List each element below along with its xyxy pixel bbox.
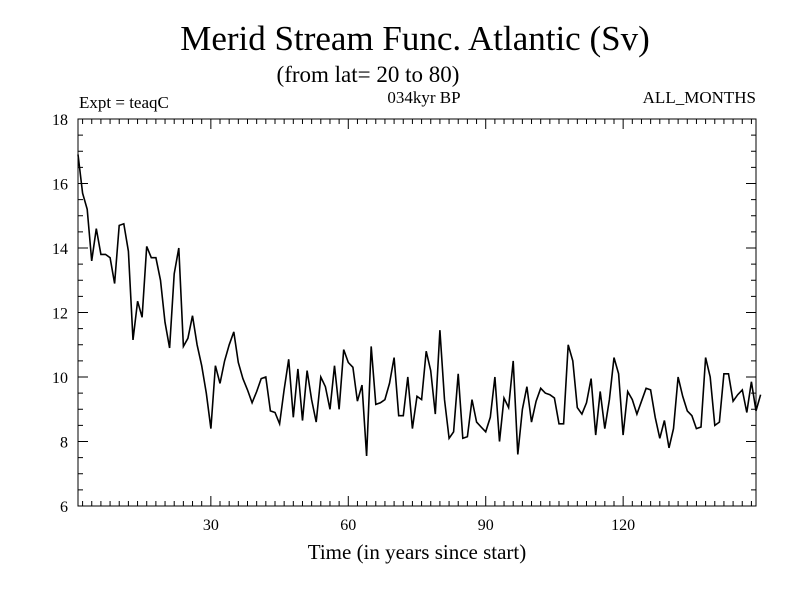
chart-subtitle: (from lat= 20 to 80) — [277, 62, 460, 87]
y-tick-label: 10 — [52, 370, 68, 387]
experiment-label: Expt = teaqC — [79, 93, 169, 112]
y-tick-label: 14 — [52, 241, 68, 258]
y-tick-label: 12 — [52, 306, 68, 323]
plot-frame — [77, 118, 757, 507]
axis-ticks — [78, 119, 756, 506]
months-label: ALL_MONTHS — [643, 88, 756, 107]
period-label: 034kyr BP — [387, 88, 460, 107]
y-tick-label: 6 — [60, 499, 68, 516]
x-tick-label: 60 — [340, 517, 356, 534]
y-tick-label: 16 — [52, 177, 68, 194]
x-tick-label: 90 — [478, 517, 494, 534]
x-tick-labels: 30 60 90 120 — [203, 517, 635, 534]
chart-title: Merid Stream Func. Atlantic (Sv) — [180, 19, 650, 58]
y-tick-label: 18 — [52, 112, 68, 129]
series-line — [77, 154, 762, 457]
x-tick-label: 30 — [203, 517, 219, 534]
x-axis-label: Time (in years since start) — [308, 540, 527, 564]
x-tick-label: 120 — [611, 517, 635, 534]
series-group — [77, 154, 762, 457]
y-tick-label: 8 — [60, 435, 68, 452]
y-tick-labels: 6 8 10 12 14 16 18 — [52, 112, 68, 516]
